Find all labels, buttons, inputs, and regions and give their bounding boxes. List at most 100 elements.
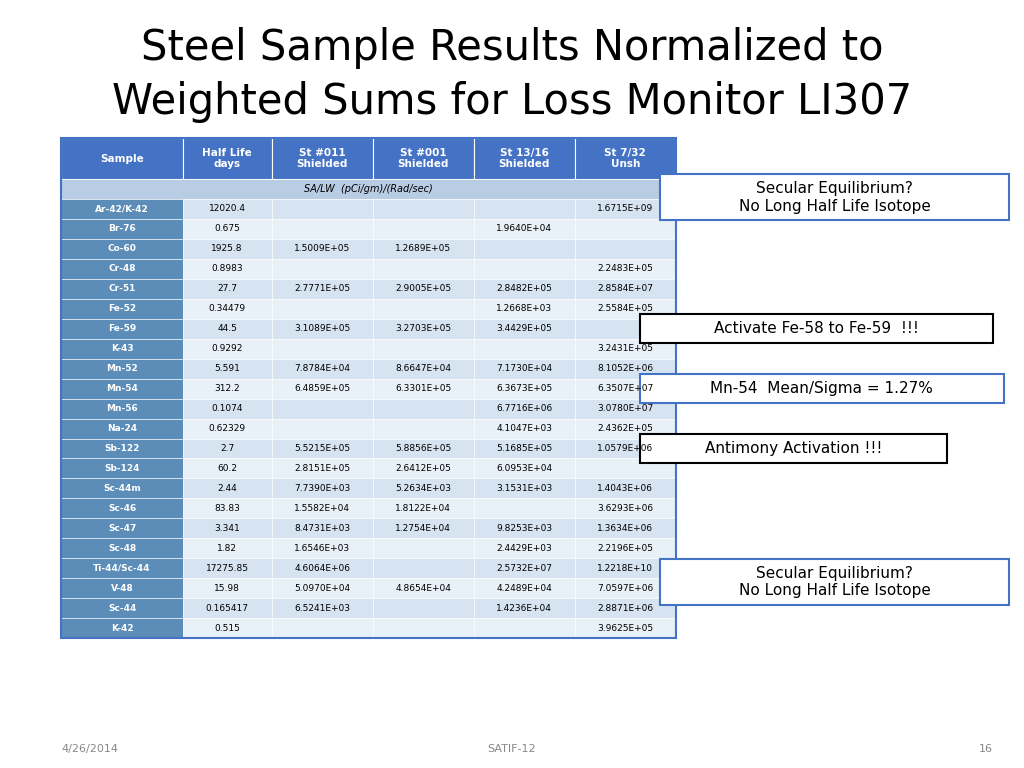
- Text: 1.3634E+06: 1.3634E+06: [597, 524, 653, 533]
- Text: 6.7716E+06: 6.7716E+06: [497, 404, 552, 413]
- Text: 3.6293E+06: 3.6293E+06: [597, 504, 653, 513]
- Text: 83.83: 83.83: [214, 504, 240, 513]
- Text: 6.0953E+04: 6.0953E+04: [497, 464, 552, 473]
- Text: 44.5: 44.5: [217, 324, 238, 333]
- Text: 0.9292: 0.9292: [212, 344, 243, 353]
- Text: 1.2668E+03: 1.2668E+03: [497, 304, 552, 313]
- Text: Ar-42/K-42: Ar-42/K-42: [95, 204, 148, 214]
- Text: 1925.8: 1925.8: [211, 244, 243, 253]
- Text: St #011
Shielded: St #011 Shielded: [297, 147, 348, 170]
- Text: 5.2634E+03: 5.2634E+03: [395, 484, 452, 493]
- Text: 3.1531E+03: 3.1531E+03: [497, 484, 552, 493]
- Text: SATIF-12: SATIF-12: [487, 744, 537, 754]
- Text: Mn-54: Mn-54: [106, 384, 138, 393]
- Text: 5.0970E+04: 5.0970E+04: [294, 584, 350, 593]
- Text: 4.1047E+03: 4.1047E+03: [497, 424, 552, 433]
- Text: 0.165417: 0.165417: [206, 604, 249, 613]
- Text: Ti-44/Sc-44: Ti-44/Sc-44: [93, 564, 151, 573]
- Text: 15.98: 15.98: [214, 584, 240, 593]
- Text: 4.8654E+04: 4.8654E+04: [395, 584, 452, 593]
- Text: V-48: V-48: [111, 584, 133, 593]
- Text: 1.6715E+09: 1.6715E+09: [597, 204, 653, 214]
- Text: St 7/32
Unsh: St 7/32 Unsh: [604, 147, 646, 170]
- Text: 1.2754E+04: 1.2754E+04: [395, 524, 452, 533]
- Text: 1.2689E+05: 1.2689E+05: [395, 244, 452, 253]
- Text: 2.8482E+05: 2.8482E+05: [497, 284, 552, 293]
- Text: 5.5215E+05: 5.5215E+05: [294, 444, 350, 453]
- Text: 1.5582E+04: 1.5582E+04: [294, 504, 350, 513]
- Text: 6.3673E+05: 6.3673E+05: [497, 384, 552, 393]
- Text: St #001
Shielded: St #001 Shielded: [397, 147, 449, 170]
- Text: 3.1089E+05: 3.1089E+05: [294, 324, 350, 333]
- Text: 2.8584E+07: 2.8584E+07: [597, 284, 653, 293]
- Text: 17275.85: 17275.85: [206, 564, 249, 573]
- Text: 3.341: 3.341: [214, 524, 240, 533]
- Text: Fe-52: Fe-52: [108, 304, 136, 313]
- Text: Sc-46: Sc-46: [108, 504, 136, 513]
- Text: Sc-44m: Sc-44m: [103, 484, 141, 493]
- Text: 60.2: 60.2: [217, 464, 238, 473]
- Text: 7.1730E+04: 7.1730E+04: [497, 364, 552, 373]
- Text: 2.5584E+05: 2.5584E+05: [597, 304, 653, 313]
- Text: K-43: K-43: [111, 344, 133, 353]
- Text: 4.2489E+04: 4.2489E+04: [497, 584, 552, 593]
- Text: 1.4043E+06: 1.4043E+06: [597, 484, 653, 493]
- Text: Activate Fe-58 to Fe-59  !!!: Activate Fe-58 to Fe-59 !!!: [714, 321, 920, 336]
- Text: 2.44: 2.44: [217, 484, 237, 493]
- Text: 2.7: 2.7: [220, 444, 234, 453]
- Text: SA/LW  (pCi/gm)/(Rad/sec): SA/LW (pCi/gm)/(Rad/sec): [304, 184, 433, 194]
- Text: Antimony Activation !!!: Antimony Activation !!!: [705, 441, 883, 456]
- Text: 6.5241E+03: 6.5241E+03: [294, 604, 350, 613]
- Text: 16: 16: [979, 744, 993, 754]
- Text: 3.2431E+05: 3.2431E+05: [597, 344, 653, 353]
- Text: 0.675: 0.675: [214, 224, 240, 233]
- Text: Sc-44: Sc-44: [108, 604, 136, 613]
- Text: 2.8151E+05: 2.8151E+05: [294, 464, 350, 473]
- Text: 2.7771E+05: 2.7771E+05: [294, 284, 350, 293]
- Text: 1.2218E+10: 1.2218E+10: [597, 564, 653, 573]
- Text: 1.8122E+04: 1.8122E+04: [395, 504, 452, 513]
- Text: 7.8784E+04: 7.8784E+04: [294, 364, 350, 373]
- Text: 1.6546E+03: 1.6546E+03: [294, 544, 350, 553]
- Text: 8.4731E+03: 8.4731E+03: [294, 524, 350, 533]
- Text: 3.0780E+07: 3.0780E+07: [597, 404, 653, 413]
- Text: 4.6064E+06: 4.6064E+06: [294, 564, 350, 573]
- Text: Secular Equilibrium?
No Long Half Life Isotope: Secular Equilibrium? No Long Half Life I…: [738, 181, 931, 214]
- Text: Mn-56: Mn-56: [106, 404, 138, 413]
- Text: 5.591: 5.591: [214, 364, 240, 373]
- Text: Half Life
days: Half Life days: [203, 147, 252, 170]
- Text: 3.9625E+05: 3.9625E+05: [597, 624, 653, 633]
- Text: 27.7: 27.7: [217, 284, 238, 293]
- Text: 0.34479: 0.34479: [209, 304, 246, 313]
- Text: Weighted Sums for Loss Monitor LI307: Weighted Sums for Loss Monitor LI307: [112, 81, 912, 123]
- Text: 0.515: 0.515: [214, 624, 240, 633]
- Text: Co-60: Co-60: [108, 244, 136, 253]
- Text: St 13/16
Shielded: St 13/16 Shielded: [499, 147, 550, 170]
- Text: 0.8983: 0.8983: [211, 264, 243, 273]
- Text: 2.2196E+05: 2.2196E+05: [597, 544, 653, 553]
- Text: 2.9005E+05: 2.9005E+05: [395, 284, 452, 293]
- Text: 8.6647E+04: 8.6647E+04: [395, 364, 452, 373]
- Text: 0.1074: 0.1074: [211, 404, 243, 413]
- Text: 12020.4: 12020.4: [209, 204, 246, 214]
- Text: 2.2483E+05: 2.2483E+05: [597, 264, 653, 273]
- Text: 5.8856E+05: 5.8856E+05: [395, 444, 452, 453]
- Text: 0.62329: 0.62329: [209, 424, 246, 433]
- Text: Sc-48: Sc-48: [108, 544, 136, 553]
- Text: 9.8253E+03: 9.8253E+03: [497, 524, 552, 533]
- Text: 1.82: 1.82: [217, 544, 238, 553]
- Text: 1.5009E+05: 1.5009E+05: [294, 244, 350, 253]
- Text: Br-76: Br-76: [109, 224, 136, 233]
- Text: Cr-48: Cr-48: [109, 264, 136, 273]
- Text: 3.4429E+05: 3.4429E+05: [497, 324, 552, 333]
- Text: Sc-47: Sc-47: [108, 524, 136, 533]
- Text: Cr-51: Cr-51: [109, 284, 136, 293]
- Text: 5.1685E+05: 5.1685E+05: [497, 444, 552, 453]
- Text: Sample: Sample: [100, 154, 144, 164]
- Text: 1.0579E+06: 1.0579E+06: [597, 444, 653, 453]
- Text: 4/26/2014: 4/26/2014: [61, 744, 119, 754]
- Text: 7.7390E+03: 7.7390E+03: [294, 484, 350, 493]
- Text: Mn-54  Mean/Sigma = 1.27%: Mn-54 Mean/Sigma = 1.27%: [711, 381, 933, 396]
- Text: Mn-52: Mn-52: [106, 364, 138, 373]
- Text: 6.4859E+05: 6.4859E+05: [294, 384, 350, 393]
